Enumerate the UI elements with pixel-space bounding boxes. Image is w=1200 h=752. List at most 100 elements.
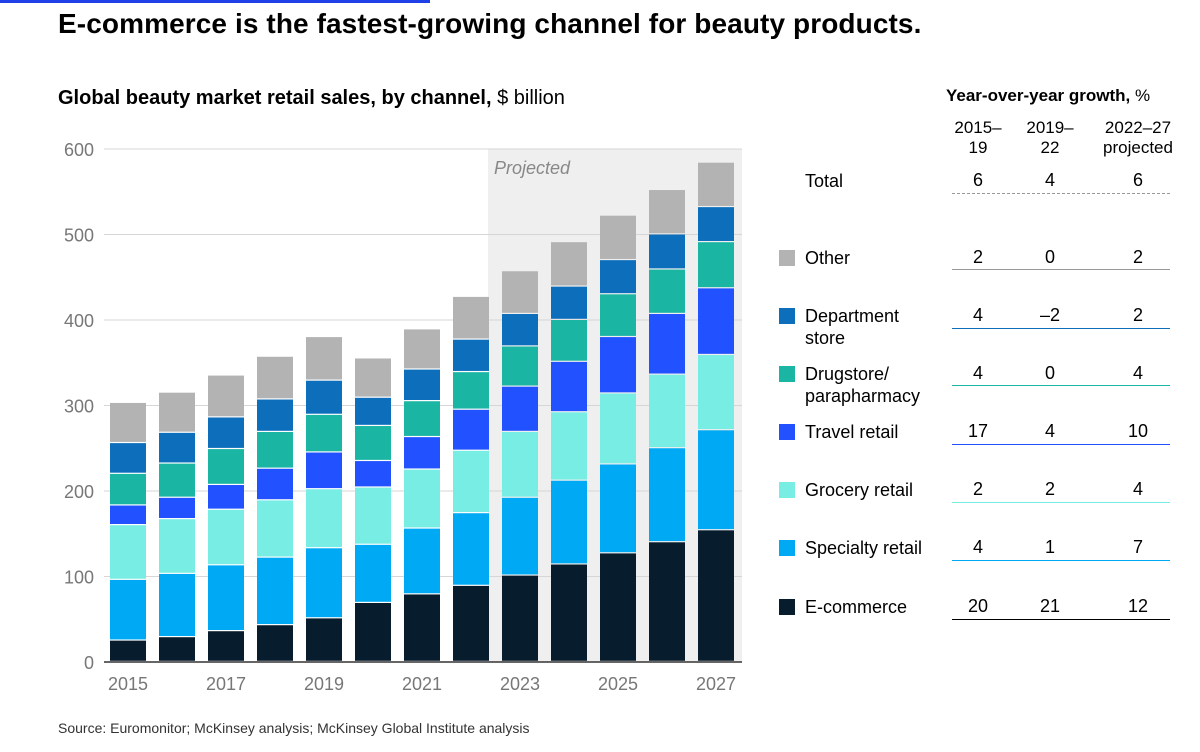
growth-value: 12: [1127, 596, 1149, 616]
growth-value: 0: [1044, 363, 1055, 383]
legend-swatch: [779, 482, 795, 498]
y-tick-label-0: 0: [84, 653, 94, 673]
growth-row-label: Drugstore/parapharmacy: [805, 363, 920, 407]
column-header-line2: 22: [1040, 138, 1060, 157]
bar-2025-travel-retail: [600, 337, 636, 393]
growth-value: 4: [1044, 170, 1055, 190]
y-tick-label-500: 500: [64, 226, 94, 246]
growth-value: 17: [967, 421, 989, 441]
bar-2018-specialty-retail: [257, 557, 293, 625]
legend-swatch: [779, 250, 795, 266]
bar-2017-e-commerce: [208, 631, 244, 661]
growth-row-underline: [952, 269, 1170, 270]
bar-2019-other: [306, 337, 342, 380]
bar-2026-travel-retail: [649, 314, 685, 374]
bar-2022-department-store: [453, 339, 489, 371]
source-note: Source: Euromonitor; McKinsey analysis; …: [58, 720, 530, 736]
bar-2018-department-store: [257, 399, 293, 431]
legend-swatch: [779, 599, 795, 615]
growth-value: 6: [1132, 170, 1143, 190]
bar-2021-e-commerce: [404, 594, 440, 661]
bar-2024-other: [551, 242, 587, 286]
bar-2017-grocery-retail: [208, 509, 244, 565]
column-header-line1: 2019–: [1026, 118, 1074, 137]
row-label-line: Drugstore/: [805, 364, 890, 384]
y-tick-label-400: 400: [64, 311, 94, 331]
growth-row-label: Travel retail: [805, 421, 898, 443]
growth-value: 4: [972, 363, 983, 383]
bar-2020-travel-retail: [355, 461, 391, 487]
bar-2019-department-store: [306, 380, 342, 414]
bar-2026-drugstore-parapharmacy: [649, 269, 685, 313]
bar-2021-drugstore-parapharmacy: [404, 401, 440, 436]
bar-2022-e-commerce: [453, 585, 489, 661]
bar-2027-department-store: [698, 207, 734, 241]
bar-2026-department-store: [649, 234, 685, 269]
growth-value: 2: [972, 247, 983, 267]
row-label-line: Specialty retail: [805, 538, 923, 558]
bar-2018-drugstore-parapharmacy: [257, 432, 293, 468]
bar-2026-e-commerce: [649, 542, 685, 661]
growth-row-underline: [952, 444, 1170, 445]
headline: E-commerce is the fastest-growing channe…: [58, 8, 922, 39]
growth-value: 0: [1044, 247, 1055, 267]
bar-2027-travel-retail: [698, 288, 734, 354]
bar-2019-grocery-retail: [306, 489, 342, 548]
growth-value: 4: [972, 305, 983, 325]
growth-value: 2: [1132, 305, 1143, 325]
bar-2025-department-store: [600, 260, 636, 294]
chart-subtitle: Global beauty market retail sales, by ch…: [58, 87, 565, 110]
bar-2027-specialty-retail: [698, 430, 734, 530]
growth-row-label: Specialty retail: [805, 537, 922, 559]
growth-value: 4: [1044, 421, 1055, 441]
bar-2017-travel-retail: [208, 485, 244, 509]
bar-2027-e-commerce: [698, 530, 734, 661]
growth-value: 10: [1127, 421, 1149, 441]
bar-2015-other: [110, 402, 146, 442]
growth-row-underline: [952, 193, 1170, 194]
projected-label: Projected: [494, 158, 571, 178]
bar-2019-e-commerce: [306, 618, 342, 661]
bar-2024-specialty-retail: [551, 480, 587, 564]
growth-value: 4: [972, 537, 983, 557]
bar-2023-drugstore-parapharmacy: [502, 346, 538, 386]
growth-value: 20: [967, 596, 989, 616]
x-tick-label-2015: 2015: [108, 674, 148, 694]
y-tick-label-100: 100: [64, 568, 94, 588]
row-label-line: Other: [805, 248, 851, 268]
bar-2020-e-commerce: [355, 603, 391, 661]
column-header-line1: 2015–: [954, 118, 1002, 137]
growth-column-header: 2015– 19: [928, 118, 1028, 158]
bar-2023-travel-retail: [502, 386, 538, 431]
bar-2018-grocery-retail: [257, 500, 293, 557]
y-tick-label-600: 600: [64, 140, 94, 160]
growth-value: 4: [1132, 479, 1143, 499]
bar-2015-specialty-retail: [110, 579, 146, 640]
bar-2025-e-commerce: [600, 553, 636, 661]
accent-rule: [0, 0, 430, 3]
growth-row-label: Department store: [805, 305, 899, 349]
growth-value: 2: [972, 479, 983, 499]
growth-value: 2: [1132, 247, 1143, 267]
bar-2015-travel-retail: [110, 505, 146, 524]
bar-2016-department-store: [159, 432, 195, 463]
growth-row-underline: [952, 619, 1170, 620]
growth-row-underline: [952, 502, 1170, 503]
bar-2018-travel-retail: [257, 468, 293, 500]
chart-subtitle-bold: Global beauty market retail sales, by ch…: [58, 87, 492, 109]
bar-2022-specialty-retail: [453, 513, 489, 585]
bar-2016-grocery-retail: [159, 519, 195, 573]
row-label-line: Department: [805, 306, 900, 326]
growth-value: 2: [1044, 479, 1055, 499]
column-header-line1: 2022–27: [1104, 118, 1172, 137]
chart-subtitle-unit: $ billion: [491, 87, 565, 109]
bar-2024-e-commerce: [551, 564, 587, 661]
legend-swatch: [779, 366, 795, 382]
row-label-line: Total: [805, 171, 844, 191]
bar-2023-grocery-retail: [502, 432, 538, 497]
bar-2020-specialty-retail: [355, 544, 391, 602]
bar-2022-travel-retail: [453, 409, 489, 450]
row-label-line: E-commerce: [805, 597, 908, 617]
bar-2016-specialty-retail: [159, 573, 195, 637]
bar-2018-e-commerce: [257, 625, 293, 661]
